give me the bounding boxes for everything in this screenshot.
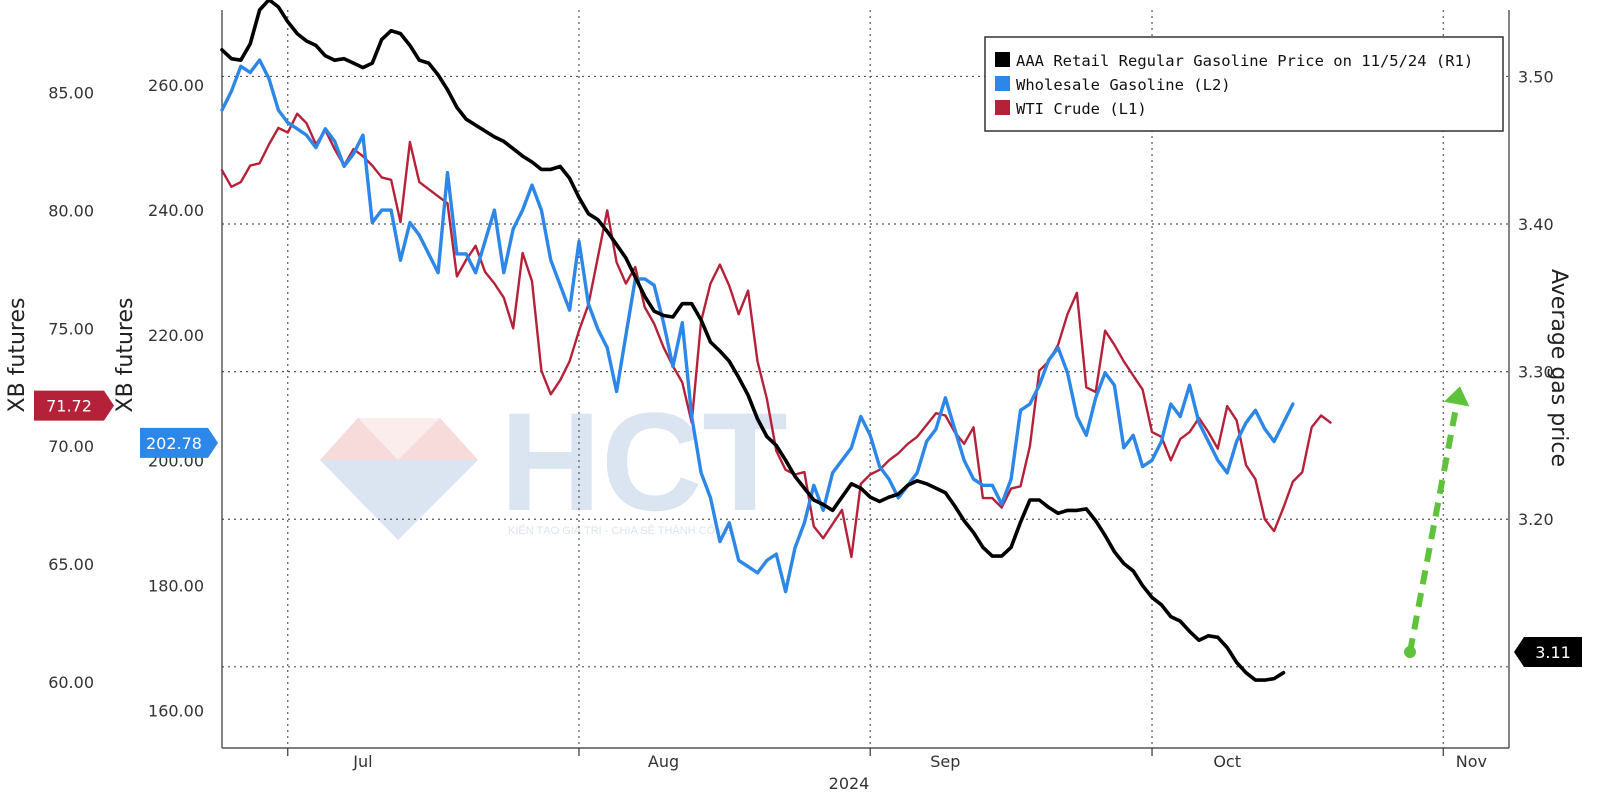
l2-tick-label: 220.00: [148, 326, 204, 345]
arrow-head: [1443, 386, 1470, 407]
l1-tick-label: 70.00: [48, 437, 94, 456]
grid: [222, 10, 1509, 748]
legend-swatch-wti: [995, 100, 1010, 115]
r1-tick-label: 3.20: [1518, 510, 1554, 529]
badge-wholesale-value-bg: [140, 427, 218, 458]
series-line-wholesale: [220, 58, 1295, 594]
x-tick-label: Sep: [930, 752, 960, 771]
legend-label-retail: AAA Retail Regular Gasoline Price on 11/…: [1016, 52, 1473, 70]
l2-tick-label: 160.00: [148, 701, 204, 720]
r1-axis-title: Average gas price: [1546, 269, 1571, 467]
l1-tick-label: 80.00: [48, 201, 94, 220]
l1-tick-label: 85.00: [48, 84, 94, 103]
series-line-wti: [220, 112, 1332, 559]
x-tick-label: Nov: [1456, 752, 1487, 771]
badge-retail-value-bg: [1514, 637, 1582, 668]
series-line-retail: [220, 0, 1286, 682]
watermark-diamond-logo: [320, 418, 478, 540]
badge-wholesale-value: 202.78: [146, 434, 202, 453]
legend: AAA Retail Regular Gasoline Price on 11/…: [984, 36, 1504, 132]
legend-label-wholesale: Wholesale Gasoline (L2): [1016, 76, 1231, 94]
badge-wti-value-bg: [34, 390, 114, 421]
badge-retail-value: 3.11: [1535, 643, 1571, 662]
x-tick-label: Oct: [1213, 752, 1241, 771]
l2-tick-label: 240.00: [148, 201, 204, 220]
x-year-label: 2024: [829, 774, 870, 793]
r1-tick-label: 3.30: [1518, 363, 1554, 382]
trend-arrow: [1404, 386, 1470, 659]
l1-axis-title: XB futures: [5, 298, 30, 413]
watermark: HCT KIẾN TẠO GIÁ TRỊ - CHIA SẺ THÀNH CÔN…: [320, 383, 788, 540]
legend-swatch-wholesale: [995, 76, 1010, 91]
watermark-tagline: KIẾN TẠO GIÁ TRỊ - CHIA SẺ THÀNH CÔNG: [508, 524, 732, 537]
legend-swatch-retail: [995, 52, 1010, 67]
value-badges: 71.72 202.78 3.11: [34, 390, 1582, 668]
l2-axis-title: XB futures: [113, 298, 138, 413]
l2-tick-label: 180.00: [148, 576, 204, 595]
x-tick-label: Jul: [352, 752, 372, 771]
l1-tick-label: 75.00: [48, 319, 94, 338]
legend-label-wti: WTI Crude (L1): [1016, 100, 1147, 118]
l1-tick-label: 65.00: [48, 555, 94, 574]
legend-box: [984, 36, 1504, 132]
axes: 3.20 3.30 3.40 3.50 Jul Aug Sep Oct Nov 60.00 65.0…: [48, 10, 1554, 771]
l1-tick-label: 60.00: [48, 673, 94, 692]
r1-tick-label: 3.50: [1518, 67, 1554, 86]
badge-wti-value: 71.72: [46, 397, 92, 416]
x-tick-label: Aug: [648, 752, 679, 771]
l2-tick-label: 260.00: [148, 76, 204, 95]
r1-tick-label: 3.40: [1518, 215, 1554, 234]
arrow-shaft: [1407, 403, 1460, 653]
watermark-title: HCT: [500, 383, 788, 540]
series-group: [220, 0, 1332, 682]
